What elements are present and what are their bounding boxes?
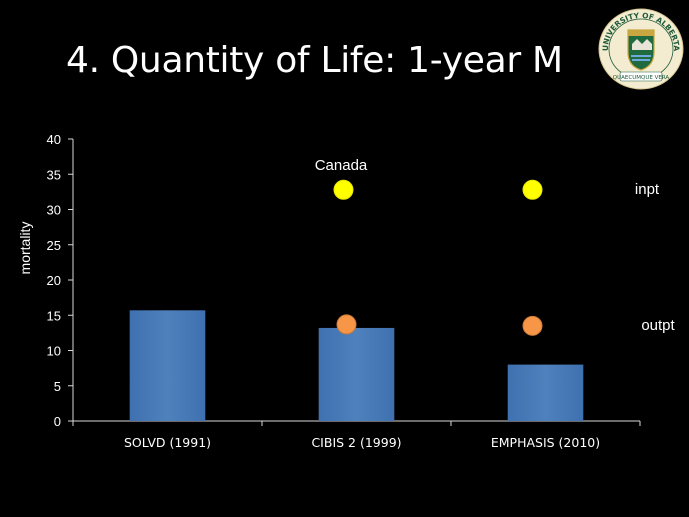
logo-motto: QUAECUMQUE VERA (613, 75, 670, 81)
y-tick-label: 40 (47, 132, 61, 147)
x-tick-label: CIBIS 2 (1999) (311, 435, 401, 450)
slide-title: 4. Quantity of Life: 1-year M (66, 40, 563, 81)
bar (129, 310, 206, 421)
inpt-point (333, 179, 354, 200)
y-tick-label: 5 (54, 379, 61, 394)
outpt-point (336, 314, 357, 335)
x-tick-label: EMPHASIS (2010) (491, 435, 600, 450)
inpt-point (522, 179, 543, 200)
y-tick-label: 15 (47, 308, 61, 323)
y-tick-label: 30 (47, 203, 61, 218)
y-tick-label: 35 (47, 167, 61, 182)
inpt-annotation: inpt (635, 181, 660, 198)
y-tick-label: 20 (47, 273, 61, 288)
bar (318, 327, 395, 421)
y-tick-label: 25 (47, 238, 61, 253)
outpt-point (522, 315, 543, 336)
y-tick-label: 10 (47, 344, 61, 359)
bar (507, 364, 584, 421)
x-tick-label: SOLVD (1991) (124, 435, 211, 450)
outpt-annotation: outpt (641, 317, 675, 334)
university-crest-logo: UNIVERSITY OF ALBERTA QUAECUMQUE VERA (598, 8, 684, 90)
y-axis-title: mortality (17, 222, 33, 275)
canada-annotation: Canada (315, 157, 368, 174)
y-tick-label: 0 (54, 414, 61, 429)
